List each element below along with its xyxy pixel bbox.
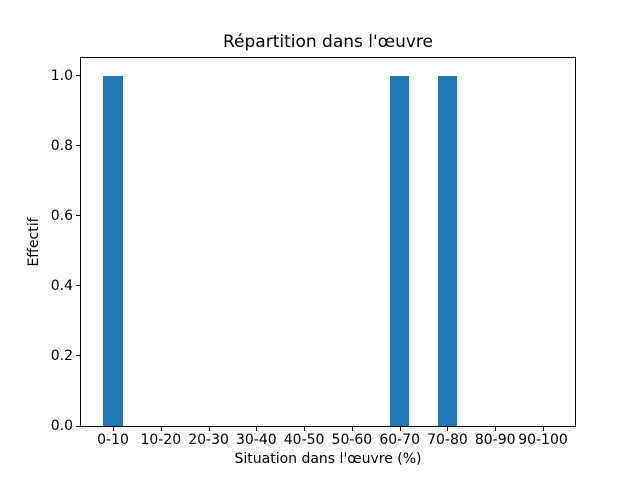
x-tick-mark-70-80 [447, 427, 449, 431]
y-tick-mark-0.2 [76, 355, 80, 357]
y-tick-label-0.6: 0.6 [50, 207, 73, 224]
y-tick-mark-0.8 [76, 145, 80, 147]
x-tick-label-80-90: 80-90 [474, 432, 516, 448]
y-tick-label-1.0: 1.0 [50, 67, 73, 84]
y-tick-mark-0.0 [76, 425, 80, 427]
x-tick-label-10-20: 10-20 [140, 432, 182, 448]
bar-0-10 [103, 75, 123, 426]
x-tick-label-30-40: 30-40 [235, 432, 277, 448]
chart-title: Répartition dans l'œuvre [222, 32, 433, 52]
x-tick-mark-50-60 [351, 427, 353, 431]
x-tick-mark-0-10 [113, 427, 114, 431]
x-tick-label-50-60: 50-60 [331, 432, 373, 448]
y-axis-label: Effectif [26, 217, 42, 267]
bar-60-70 [390, 75, 410, 426]
x-tick-label-40-50: 40-50 [283, 432, 325, 448]
y-tick-label-0.0: 0.0 [50, 418, 73, 434]
x-tick-mark-60-70 [399, 427, 401, 431]
x-tick-label-20-30: 20-30 [188, 432, 229, 448]
x-tick-mark-80-90 [495, 427, 497, 431]
y-tick-mark-0.4 [76, 285, 80, 287]
y-tick-mark-1.0 [76, 75, 80, 77]
y-tick-label-0.4: 0.4 [50, 277, 73, 294]
x-tick-mark-90-100 [542, 427, 544, 431]
x-tick-mark-40-50 [304, 427, 306, 431]
x-tick-label-70-80: 70-80 [427, 432, 468, 448]
x-tick-label-0-10: 0-10 [97, 432, 129, 448]
plot-area: 0-10 10-20 20-30 30-40 40-50 50-60 60-70 70-80 8… [51, 57, 576, 447]
x-axis-label: Situation dans l'œuvre (%) [234, 451, 422, 467]
x-tick-label-60-70: 60-70 [379, 432, 420, 448]
y-tick-label-0.2: 0.2 [50, 347, 73, 364]
x-tick-mark-10-20 [160, 427, 162, 431]
y-tick-mark-0.6 [76, 215, 80, 217]
y-tick-label-0.8: 0.8 [50, 137, 73, 154]
x-tick-mark-30-40 [256, 427, 258, 431]
x-tick-mark-20-30 [208, 427, 210, 431]
x-tick-label-90-100: 90-100 [518, 432, 568, 448]
bar-70-80 [437, 75, 457, 426]
